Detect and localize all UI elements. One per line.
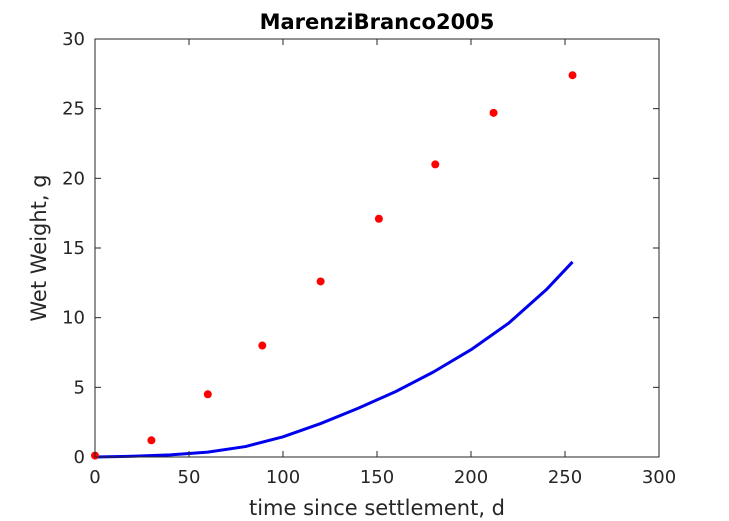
x-axis-ticks: 0 50 100 150 200 250 300 bbox=[89, 39, 676, 488]
plot-area bbox=[95, 39, 659, 457]
data-point bbox=[489, 108, 498, 117]
y-tick-label: 30 bbox=[62, 29, 85, 50]
x-tick-label: 200 bbox=[454, 467, 488, 488]
data-point bbox=[431, 160, 440, 169]
data-point bbox=[258, 341, 267, 350]
y-tick-label: 5 bbox=[74, 377, 85, 398]
y-tick-label: 15 bbox=[62, 238, 85, 259]
data-point bbox=[316, 277, 325, 286]
x-tick-label: 0 bbox=[89, 467, 100, 488]
y-axis-label: Wet Weight, g bbox=[27, 174, 51, 321]
x-tick-label: 150 bbox=[360, 467, 394, 488]
y-tick-label: 20 bbox=[62, 168, 85, 189]
data-point bbox=[203, 390, 212, 399]
x-tick-label: 50 bbox=[178, 467, 201, 488]
data-point bbox=[568, 71, 577, 80]
y-tick-label: 0 bbox=[74, 447, 85, 468]
x-tick-label: 100 bbox=[266, 467, 300, 488]
plot-series bbox=[91, 71, 577, 460]
y-axis-ticks: 0 5 10 15 20 25 30 bbox=[62, 29, 659, 468]
y-tick-label: 10 bbox=[62, 308, 85, 329]
data-point bbox=[147, 436, 156, 445]
x-tick-label: 250 bbox=[548, 467, 582, 488]
data-point bbox=[374, 214, 383, 223]
y-tick-label: 25 bbox=[62, 99, 85, 120]
chart-title: MarenziBranco2005 bbox=[260, 10, 495, 34]
x-tick-label: 300 bbox=[642, 467, 676, 488]
x-axis-label: time since settlement, d bbox=[249, 496, 505, 520]
model-curve-line bbox=[94, 260, 574, 459]
